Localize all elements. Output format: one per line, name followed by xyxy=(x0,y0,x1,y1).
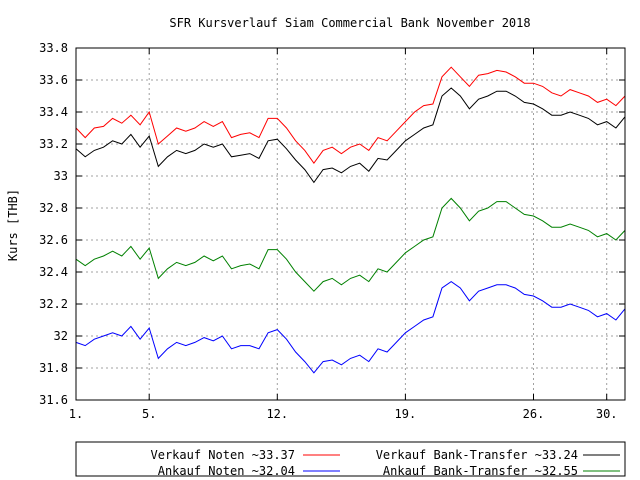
y-tick-label: 33.2 xyxy=(39,137,68,151)
legend-frame xyxy=(75,441,626,477)
legend-entry-label: Ankauf Noten ~32.04 xyxy=(158,464,295,478)
x-tick-label: 12. xyxy=(266,407,288,421)
x-tick-label: 19. xyxy=(395,407,417,421)
y-tick-label: 33.4 xyxy=(39,105,68,119)
x-tick-label: 26. xyxy=(523,407,545,421)
tick-labels: 31.6 31.8 32 32.2 32.4 32.6 32.8 33 33.2 33.4 33.6… xyxy=(39,41,625,421)
y-tick-label: 32 xyxy=(54,329,68,343)
y-tick-label: 31.8 xyxy=(39,361,68,375)
y-tick-label: 32.4 xyxy=(39,265,68,279)
series-lines xyxy=(75,66,626,374)
series-line-1 xyxy=(75,280,626,374)
x-tick-label: 5. xyxy=(142,407,156,421)
plot-frame xyxy=(75,47,626,401)
chart-title: SFR Kursverlauf Siam Commercial Bank Nov… xyxy=(169,16,530,30)
x-tick-label: 1. xyxy=(69,407,83,421)
legend-entry-label: Ankauf Bank-Transfer ~32.55 xyxy=(383,464,578,478)
legend-entry-label: Verkauf Bank-Transfer ~33.24 xyxy=(376,448,578,462)
y-tick-label: 32.8 xyxy=(39,201,68,215)
y-tick-label: 31.6 xyxy=(39,393,68,407)
legend-entry-label: Verkauf Noten ~33.37 xyxy=(151,448,296,462)
series-line-2 xyxy=(75,87,626,184)
series-line-0 xyxy=(75,66,626,165)
y-tick-label: 33 xyxy=(54,169,68,183)
y-tick-label: 33.6 xyxy=(39,73,68,87)
y-tick-label: 32.2 xyxy=(39,297,68,311)
series-line-3 xyxy=(75,197,626,292)
legend: Verkauf Noten ~33.37 Verkauf Bank-Transfe… xyxy=(75,441,626,478)
y-tick-label: 32.6 xyxy=(39,233,68,247)
x-tick-label: 30. xyxy=(596,407,618,421)
y-tick-label: 33.8 xyxy=(39,41,68,55)
grid xyxy=(76,48,625,400)
y-axis-label: Kurs [THB] xyxy=(6,189,20,261)
